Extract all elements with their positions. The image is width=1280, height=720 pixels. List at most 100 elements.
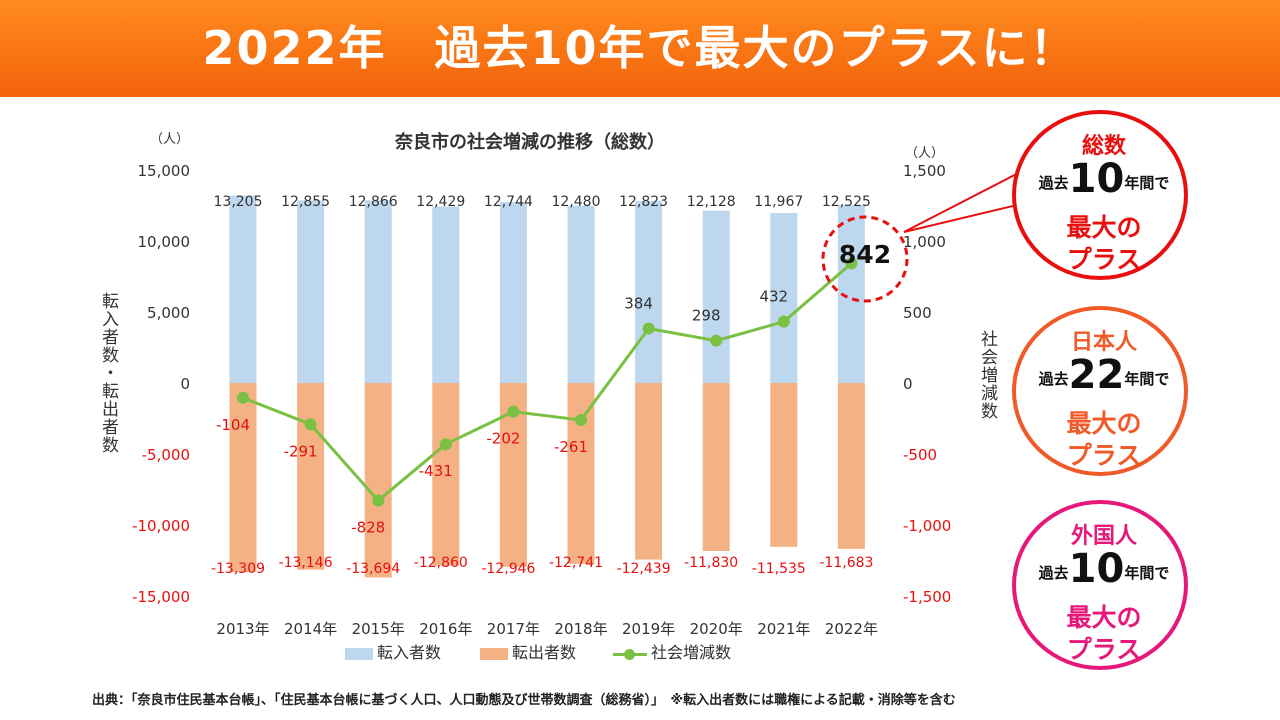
badge-japanese-period: 過去22年間で [1038,352,1170,398]
outflow-data-label: -12,860 [414,555,468,571]
net-data-label: -431 [419,462,453,480]
legend-swatch-net [613,648,647,660]
net-change-point [642,322,655,335]
x-axis-tick: 2021年 [757,620,810,638]
inflow-data-label: 12,429 [416,194,465,210]
left-axis-tick: 15,000 [138,162,191,180]
outflow-data-label: -11,683 [819,555,873,571]
outflow-data-label: -11,830 [684,555,738,571]
badge-total-line1: 最大の [1066,213,1142,242]
x-axis-tick: 2019年 [622,620,675,638]
outflow-data-label: -13,694 [346,561,400,577]
bar-inflow [567,205,595,383]
bar-inflow [770,213,798,383]
inflow-data-label: 12,866 [349,194,398,210]
x-axis-tick: 2022年 [825,620,878,638]
net-change-point [439,438,452,451]
inflow-data-label: 12,855 [281,194,330,210]
net-change-point [845,257,858,270]
inflow-data-label: 13,205 [214,194,263,210]
bar-outflow [635,383,663,560]
left-axis-tick: 5,000 [147,304,190,322]
badge-japanese-head: 日本人 [1070,330,1137,355]
net-data-label: 432 [759,288,788,306]
legend: 転入者数 転出者数 社会増減数 [345,642,765,664]
chart-title: 奈良市の社会増減の推移（総数） [395,132,665,153]
banner-title: 2022年 過去10年で最大のプラスに！ [202,21,1078,75]
net-change-point [237,391,249,404]
net-data-label: 384 [624,294,653,312]
left-axis-tick: -10,000 [132,517,190,535]
badge-japanese: 日本人 過去22年間で 最大の プラス [1012,306,1188,476]
net-change-point [304,418,317,431]
legend-label-net: 社会増減数 [651,643,732,662]
net-data-label: -202 [486,430,520,448]
inflow-data-label: 12,128 [687,194,736,210]
left-axis-tick: -5,000 [142,446,190,464]
bar-outflow [432,383,460,566]
net-data-label: -291 [284,442,318,460]
outflow-data-label: -13,309 [211,561,265,577]
bar-inflow [229,195,257,383]
outflow-data-label: -12,439 [617,561,671,577]
bar-outflow [229,383,257,572]
x-axis-tick: 2016年 [419,620,472,638]
right-axis-tick: -1,000 [903,517,951,535]
inflow-data-label: 12,823 [619,194,668,210]
x-axis-tick: 2015年 [352,620,405,638]
left-axis-tick: 0 [180,375,190,393]
x-axis-tick: 2017年 [487,620,540,638]
badge-japanese-line1: 最大の [1066,409,1142,438]
badge-total-head: 総数 [1081,134,1126,159]
legend-label-inflow: 転入者数 [377,643,442,662]
legend-swatch-outflow [480,647,508,660]
bar-outflow [837,383,865,549]
net-data-label: -828 [351,519,385,537]
right-axis-tick: -500 [903,446,937,464]
legend-item-net: 社会増減数 [613,642,731,664]
right-axis-tick: -1,500 [903,588,951,606]
right-axis-unit: （人） [905,146,945,161]
left-axis-label: 転入者数・転出者数 [98,292,118,454]
right-axis-tick: 500 [903,304,932,322]
net-change-line [242,262,853,503]
header-banner [0,0,1280,97]
bar-outflow [297,383,325,570]
left-axis-tick: -15,000 [132,588,190,606]
net-change-point [777,315,790,328]
right-axis-tick: 1,000 [903,233,946,251]
net-change-point [372,494,385,507]
bar-outflow [770,383,798,547]
outflow-data-label: -12,946 [481,561,535,577]
bar-inflow [499,202,527,383]
badge-total-period: 過去10年間で [1038,156,1170,202]
inflow-data-label: 12,744 [484,194,533,210]
left-axis-unit: （人） [150,132,190,147]
badge-foreign-head: 外国人 [1070,524,1137,549]
inflow-data-label: 12,525 [822,194,871,210]
net-change-point [575,414,587,427]
source-note: 出典：「奈良市住民基本台帳」、「住民基本台帳に基づく人口、人口動態及び世帯数調査… [92,693,956,708]
legend-swatch-inflow [345,647,373,660]
right-axis-tick: 0 [903,375,913,393]
bar-outflow [567,383,595,564]
x-axis-tick: 2013年 [216,620,269,638]
inflow-data-label: 12,480 [552,194,601,210]
legend-label-outflow: 転出者数 [512,643,577,662]
badge-total: 総数 過去10年間で 最大の プラス [1012,110,1188,280]
x-axis-tick: 2020年 [690,620,743,638]
badge-foreign-line1: 最大の [1066,603,1142,632]
outflow-data-label: -13,146 [279,555,333,571]
left-axis-tick: 10,000 [138,233,191,251]
bar-inflow [635,200,663,383]
bar-inflow [297,200,325,383]
x-axis-tick: 2018年 [554,620,607,638]
bar-outflow [364,383,392,578]
badge-foreign-period: 過去10年間で [1038,546,1170,592]
net-change-point [710,334,723,347]
legend-item-inflow: 転入者数 [345,642,441,664]
badge-foreign: 外国人 過去10年間で 最大の プラス [1012,500,1188,670]
highlight-value-label: 842 [839,240,891,269]
net-data-label: -104 [216,416,250,434]
